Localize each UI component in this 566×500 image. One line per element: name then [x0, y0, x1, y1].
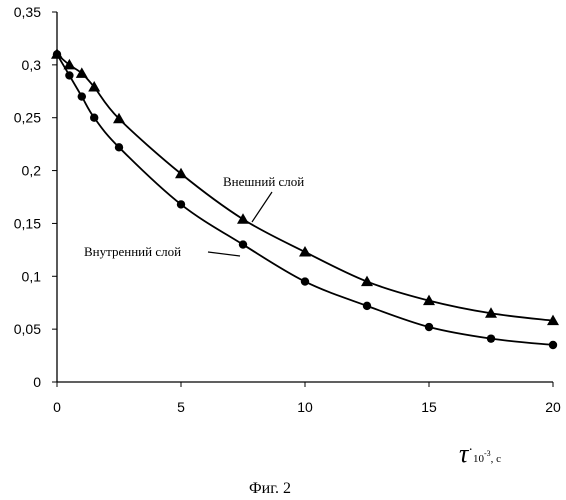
y-axis-ticks: 0 0,05 0,1 0,15 0,2 0,25 0,3 0,35 [14, 4, 57, 390]
data-point-triangle [237, 213, 249, 224]
x-axis-scale: 10 [473, 453, 485, 465]
data-point-circle [487, 334, 495, 342]
x-tick-label: 20 [545, 399, 561, 415]
data-point-circle [425, 323, 433, 331]
data-point-circle [177, 200, 185, 208]
x-tick-label: 5 [177, 399, 185, 415]
series-label-outer: Внешний слой [223, 174, 304, 189]
data-point-circle [363, 302, 371, 310]
x-tick-label: 15 [421, 399, 437, 415]
x-axis-exponent: -3 [484, 449, 491, 458]
data-point-circle [53, 50, 61, 58]
y-tick-label: 0,15 [14, 215, 41, 231]
series-lines [57, 54, 553, 345]
series-line-inner [57, 54, 553, 345]
leader-line-outer [252, 192, 272, 222]
x-axis-unit: , с [491, 453, 502, 465]
x-tick-label: 10 [297, 399, 313, 415]
y-tick-label: 0,25 [14, 110, 41, 126]
data-point-circle [115, 143, 123, 151]
leader-line-inner [208, 252, 240, 256]
y-tick-label: 0,2 [22, 163, 42, 179]
data-point-circle [90, 114, 98, 122]
series-markers [51, 48, 559, 349]
y-tick-label: 0,35 [14, 4, 41, 20]
y-tick-label: 0,05 [14, 321, 41, 337]
data-point-triangle [299, 246, 311, 257]
chart-axes [57, 12, 553, 382]
y-tick-label: 0,3 [22, 57, 42, 73]
y-tick-label: 0 [33, 374, 41, 390]
data-point-circle [239, 240, 247, 248]
x-tick-label: 0 [53, 399, 61, 415]
y-tick-label: 0,1 [22, 268, 42, 284]
x-axis-label: τ·10-3, с [459, 439, 501, 468]
data-point-circle [549, 341, 557, 349]
series-label-inner: Внутренний слой [84, 244, 181, 259]
figure-caption: Фиг. 2 [249, 480, 291, 497]
data-point-triangle [76, 67, 88, 78]
data-point-circle [301, 277, 309, 285]
x-axis-ticks: 0 5 10 15 20 [53, 382, 561, 415]
data-point-circle [65, 71, 73, 79]
data-point-circle [78, 92, 86, 100]
